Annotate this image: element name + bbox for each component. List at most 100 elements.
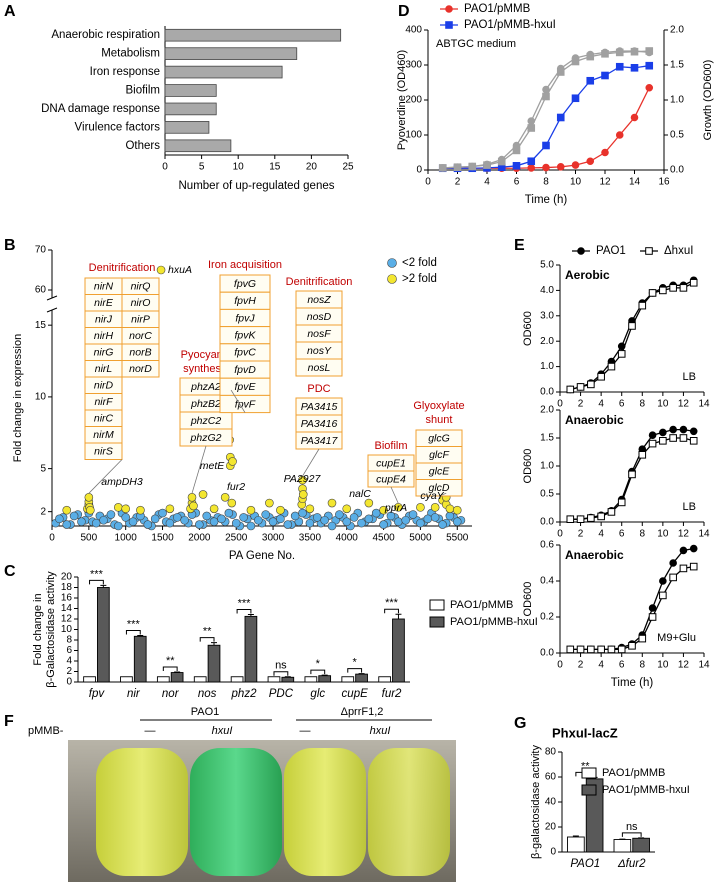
x-axis-label: Time (h) bbox=[611, 677, 654, 689]
point bbox=[327, 498, 337, 508]
y-tick-label: 1.0 bbox=[540, 361, 554, 372]
leader-line bbox=[88, 459, 123, 494]
marker bbox=[638, 451, 647, 459]
x-axis-label: PA Gene No. bbox=[229, 550, 295, 562]
bar bbox=[164, 65, 283, 79]
gene-name: nosL bbox=[308, 362, 331, 374]
bar bbox=[244, 615, 258, 683]
marker bbox=[571, 94, 580, 103]
gene-name: nosZ bbox=[307, 294, 331, 306]
plasmid-label: hxuI bbox=[212, 725, 233, 737]
category-label: nos bbox=[198, 688, 217, 700]
gene-name: phzC2 bbox=[190, 415, 222, 427]
marker bbox=[512, 162, 521, 170]
x-tick-label: 3000 bbox=[262, 533, 285, 544]
bar bbox=[207, 644, 221, 683]
point bbox=[371, 508, 381, 518]
gene-label: pprA bbox=[384, 502, 407, 514]
y-tick-label: 15 bbox=[35, 320, 47, 331]
marker bbox=[527, 164, 536, 172]
annotation: LB bbox=[683, 371, 696, 383]
point bbox=[114, 503, 123, 512]
x-tick-label: 12 bbox=[599, 177, 611, 188]
marker bbox=[615, 62, 624, 71]
x-tick-label: 2 bbox=[578, 529, 584, 540]
marker bbox=[638, 634, 647, 643]
plasmid-label: hxuI bbox=[370, 725, 391, 737]
marker bbox=[638, 301, 647, 310]
error-bar bbox=[395, 613, 402, 619]
point bbox=[99, 515, 108, 525]
point bbox=[227, 498, 237, 508]
point bbox=[445, 504, 455, 514]
legend-marker bbox=[445, 5, 453, 13]
point bbox=[445, 511, 455, 521]
x-tick-label: 10 bbox=[657, 529, 669, 540]
marker bbox=[630, 64, 639, 72]
y-tick-label: 10 bbox=[61, 624, 73, 635]
panel-letter: B bbox=[4, 237, 16, 254]
y-tick-label: 5.0 bbox=[540, 260, 554, 271]
gene-name: nirH bbox=[94, 330, 114, 342]
marker bbox=[679, 284, 688, 292]
legend-label: PAO1/pMMB bbox=[602, 767, 665, 779]
gene-name: fpvD bbox=[234, 364, 256, 376]
marker bbox=[497, 157, 506, 166]
gene-name: nirF bbox=[94, 396, 113, 408]
x-tick-label: 0 bbox=[557, 660, 563, 671]
significance-bracket bbox=[621, 832, 642, 837]
significance-label: ** bbox=[166, 655, 175, 667]
marker bbox=[483, 161, 491, 169]
marker bbox=[587, 645, 595, 654]
point bbox=[195, 520, 204, 529]
y-axis-label: OD600 bbox=[522, 311, 534, 346]
error-bar bbox=[174, 671, 181, 673]
marker bbox=[630, 113, 639, 122]
point bbox=[438, 520, 447, 529]
gene-label: hxuA bbox=[168, 264, 192, 276]
gene-name: nirS bbox=[94, 446, 113, 458]
marker bbox=[453, 163, 462, 171]
legend-label: PAO1/pMMB bbox=[464, 3, 531, 15]
bar bbox=[281, 676, 295, 683]
y-axis-label: OD600 bbox=[522, 449, 534, 484]
x-tick-label: 8 bbox=[640, 399, 646, 410]
legend-label: PAO1 bbox=[596, 245, 626, 257]
x-tick-label: 2 bbox=[578, 399, 584, 410]
legend-marker bbox=[577, 247, 585, 255]
x-tick-label: 0 bbox=[557, 399, 563, 410]
x-tick-label: 10 bbox=[233, 162, 245, 173]
y-tick-label: 16 bbox=[61, 593, 73, 604]
marker bbox=[628, 470, 636, 479]
x-axis-label: Number of up-regulated genes bbox=[179, 180, 335, 192]
point bbox=[386, 511, 396, 521]
chart-title: PhxuI-lacZ bbox=[552, 725, 618, 740]
point bbox=[84, 493, 94, 502]
marker bbox=[576, 383, 585, 391]
tube bbox=[190, 748, 282, 876]
marker bbox=[597, 372, 605, 381]
y-tick-label: 0.2 bbox=[540, 612, 554, 623]
legend-label: PAO1/pMMB-hxuI bbox=[450, 616, 538, 628]
marker bbox=[571, 161, 580, 169]
strain-label: ΔprrF1,2 bbox=[341, 706, 384, 718]
marker bbox=[617, 350, 626, 358]
leader-line bbox=[302, 448, 320, 477]
gene-name: cupE1 bbox=[376, 457, 406, 469]
marker bbox=[645, 61, 654, 70]
marker bbox=[659, 591, 667, 600]
point bbox=[342, 504, 352, 514]
gene-name: phzG2 bbox=[190, 432, 222, 444]
point bbox=[165, 518, 175, 528]
category-label: Virulence factors bbox=[75, 121, 161, 133]
leader-line bbox=[191, 445, 207, 494]
marker bbox=[527, 117, 536, 125]
marker bbox=[659, 286, 667, 295]
legend-marker bbox=[445, 21, 453, 29]
gene-name: fpvG bbox=[234, 278, 256, 290]
point bbox=[408, 510, 418, 519]
marker bbox=[669, 573, 677, 582]
category-label: cupE bbox=[342, 688, 369, 700]
point bbox=[394, 517, 403, 526]
x-tick-label: 6 bbox=[514, 177, 520, 188]
